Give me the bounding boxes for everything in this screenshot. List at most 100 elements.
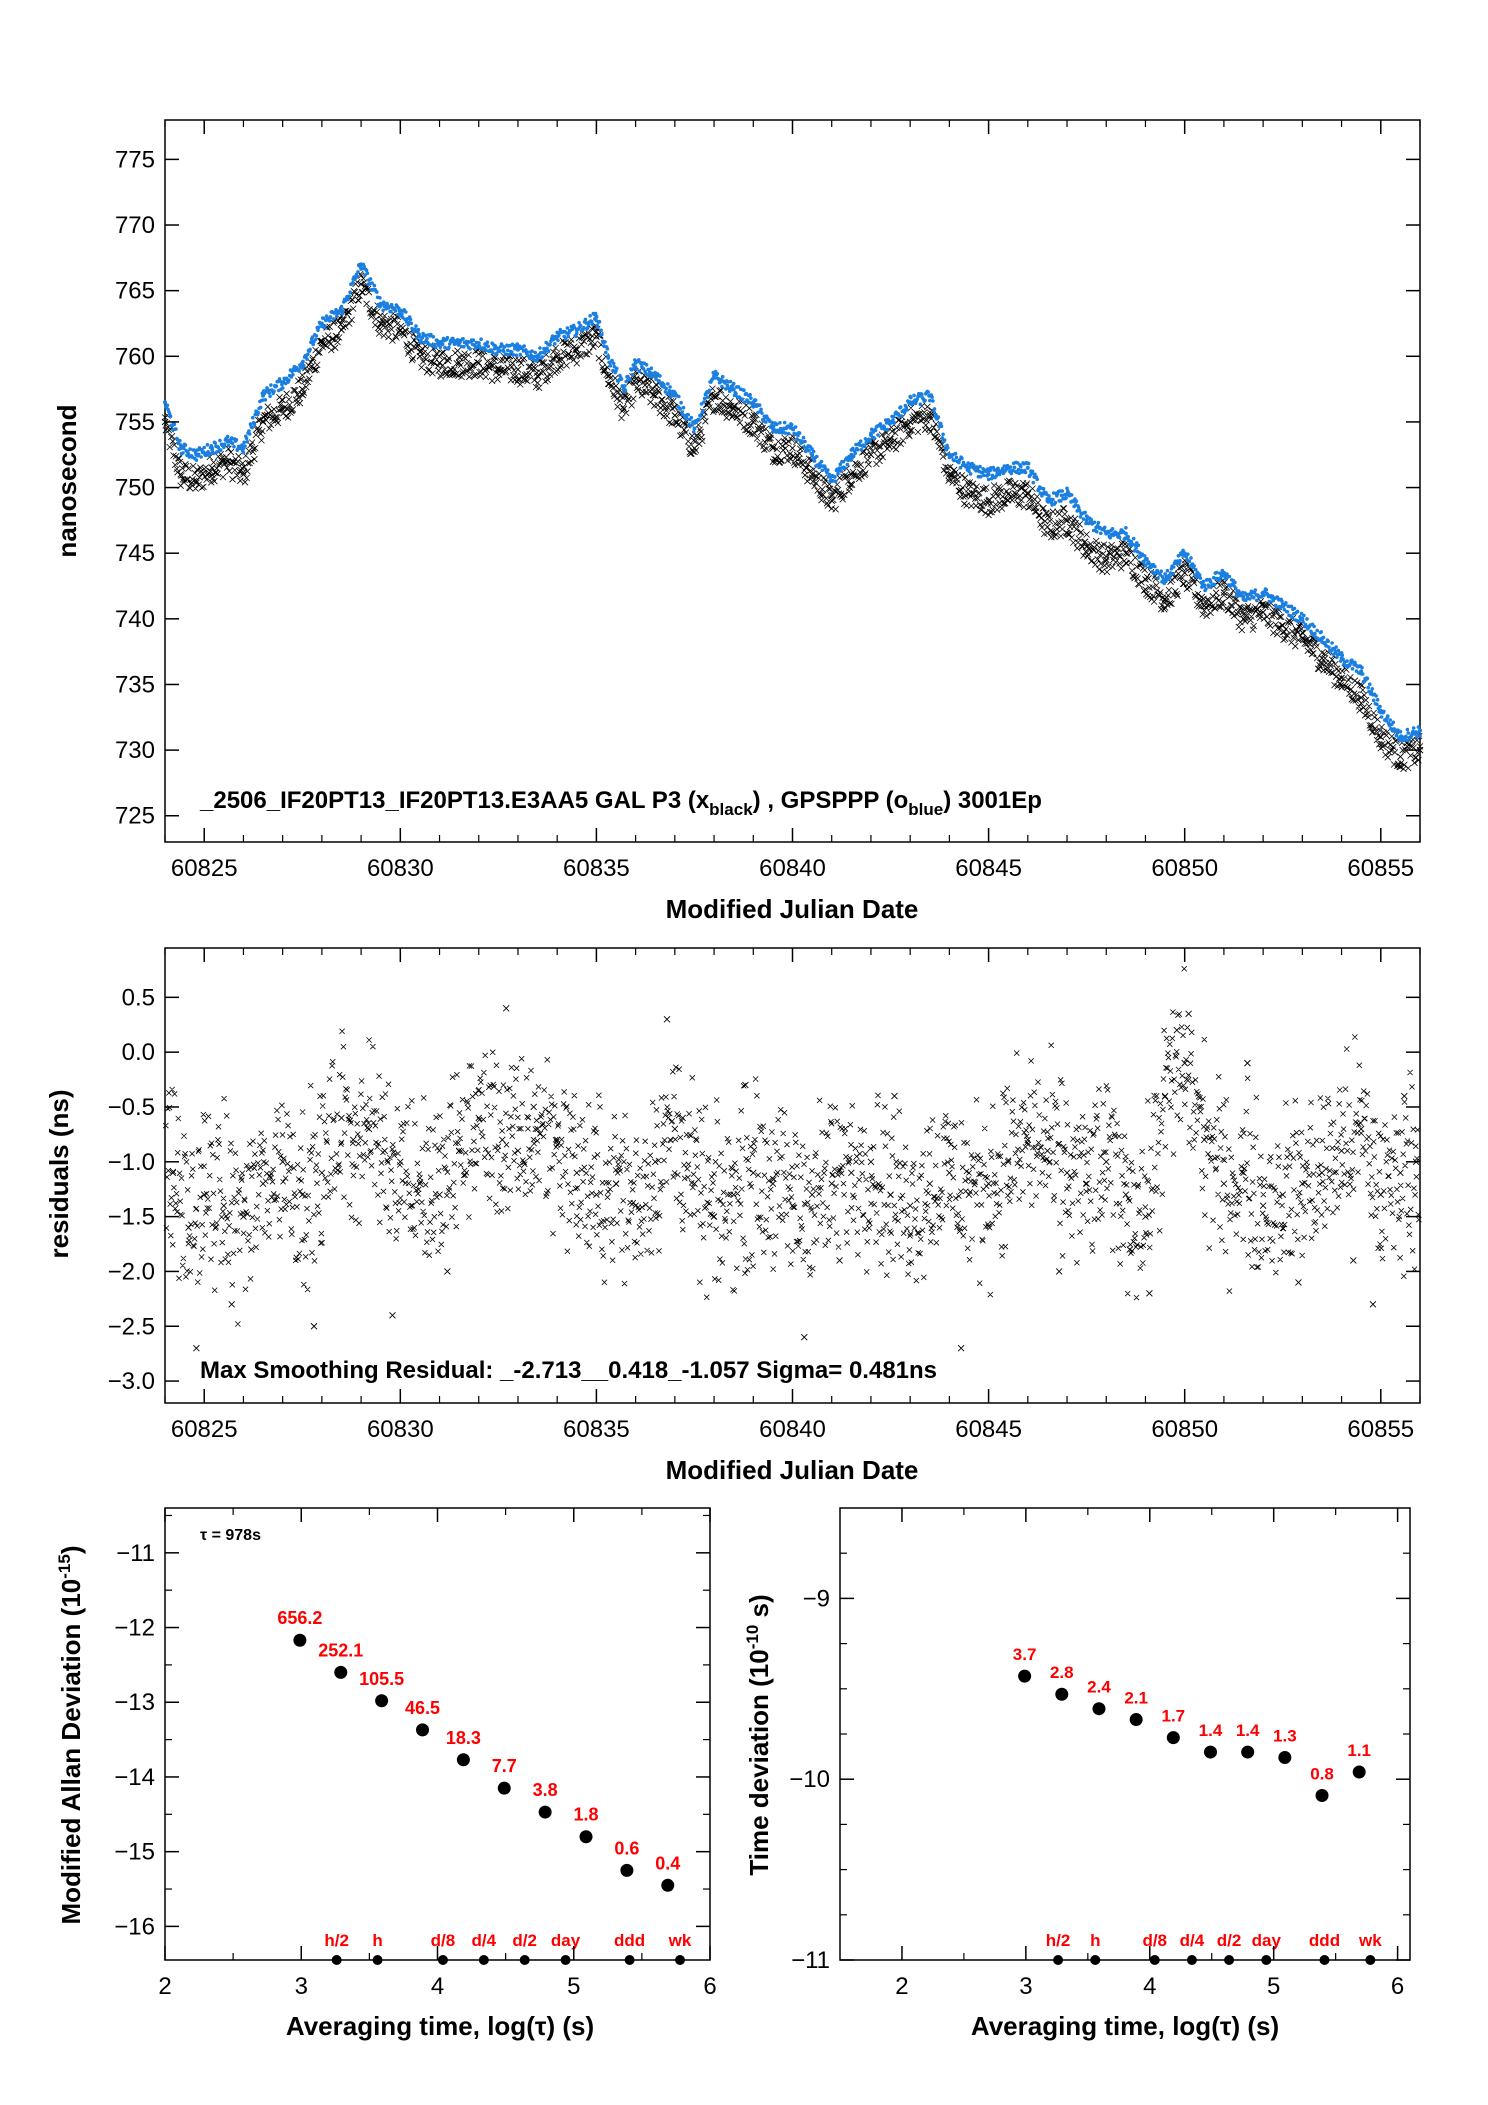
blue-series-point [1261, 590, 1266, 595]
residual-point [1063, 1169, 1071, 1177]
y-tick-label: −14 [114, 1764, 155, 1791]
residual-point [416, 1180, 424, 1188]
residual-point [1240, 1169, 1247, 1177]
residual-point [220, 1202, 228, 1209]
time-marker-label: d/2 [1217, 1931, 1242, 1950]
blue-series-point [280, 380, 285, 385]
blue-series-point [457, 341, 462, 346]
blue-series-point [1202, 584, 1207, 589]
blue-series-point [986, 472, 991, 477]
residual-point [730, 1191, 737, 1199]
deviation-point [375, 1694, 389, 1708]
time-series-panel: 60825 60830 60835 60840 60845 60850 60855 725 73… [52, 119, 1424, 924]
blue-series-point [790, 426, 795, 431]
y-tick-label: 730 [115, 737, 155, 764]
residual-point [808, 1191, 816, 1199]
black-series-marks [161, 270, 1424, 773]
black-series-point [1161, 595, 1169, 603]
deviation-point [1352, 1765, 1366, 1779]
blue-series-point [1045, 498, 1050, 503]
blue-series-point [496, 347, 501, 352]
black-series-point [240, 471, 247, 478]
residuals-x-axis-label: Modified Julian Date [666, 1455, 919, 1485]
x-tick-label: 60845 [955, 1416, 1022, 1443]
blue-series-point [574, 328, 579, 333]
residual-point [1173, 1026, 1181, 1034]
residual-point [530, 1103, 537, 1111]
y-tick-label: 765 [115, 278, 155, 305]
deviation-point-label: 46.5 [405, 1698, 440, 1718]
blue-series-point [339, 308, 344, 313]
blue-series-point [1123, 531, 1128, 536]
black-series-point [926, 412, 934, 419]
black-series-point [1259, 608, 1267, 616]
x-tick-label: 60835 [563, 855, 630, 882]
black-series-point [906, 418, 914, 426]
residual-point [534, 1125, 541, 1133]
allan-deviation-panel: 656.2 252.1 105.546.5 18.3 7.7 3.8 1.8 0.6 0.4 h/… [55, 1507, 717, 2041]
time-marker-label: h [1090, 1931, 1100, 1950]
black-series-point [553, 352, 561, 360]
deviation-point [1166, 1731, 1180, 1745]
black-series-point [495, 366, 502, 373]
black-series-point [338, 326, 345, 334]
residual-point [1142, 1213, 1149, 1220]
time-marker-dot [1261, 1955, 1272, 1965]
residual-point [828, 1180, 836, 1188]
tdev-y-axis-label: Time deviation (10-10 s) [743, 1594, 774, 1875]
deviation-point [1241, 1745, 1255, 1759]
blue-series-point [606, 354, 611, 359]
black-series-point [1200, 602, 1208, 610]
x-tick-label: 3 [1019, 1973, 1032, 2000]
y-tick-label: −13 [114, 1689, 155, 1716]
time-series-title: _2506_IF20PT13_IF20PT13.E3AA5 GAL P3 (xb… [199, 787, 1042, 819]
x-tick-label: 60855 [1347, 855, 1414, 882]
residual-point [612, 1180, 620, 1188]
residual-point [593, 1191, 600, 1199]
y-tick-label: −9 [803, 1585, 830, 1612]
residual-point [1279, 1191, 1287, 1199]
deviation-point [620, 1863, 634, 1877]
residual-point [671, 1125, 679, 1133]
deviation-point [661, 1878, 675, 1892]
blue-series-point [1143, 557, 1148, 562]
residual-point [396, 1158, 404, 1166]
y-tick-label: 0.5 [122, 984, 155, 1011]
residual-point [259, 1180, 267, 1188]
residual-point [573, 1169, 581, 1177]
black-series-point [193, 477, 200, 485]
residual-point [679, 1114, 687, 1122]
deviation-point-label: 1.4 [1199, 1721, 1223, 1740]
x-tick-label: 60850 [1151, 1416, 1218, 1443]
black-series-point [985, 497, 992, 505]
tdev-axes: 2 3 4 5 6 −9 −10 −11 [789, 1508, 1410, 2000]
blue-series-point [476, 341, 481, 346]
y-tick-label: −3.0 [108, 1368, 155, 1395]
deviation-point-label: 2.8 [1050, 1663, 1074, 1682]
residuals-axes: 60825 60830 60835 60840 60845 60850 60855 0.5 0.… [108, 948, 1421, 1443]
residual-point [789, 1202, 796, 1209]
deviation-point-label: 105.5 [359, 1669, 404, 1689]
time-marker-dot [1090, 1955, 1101, 1965]
residual-point [436, 1191, 443, 1199]
x-tick-label: 60855 [1347, 1416, 1414, 1443]
blue-series-point [417, 334, 422, 339]
time-marker-dot [1319, 1955, 1330, 1965]
time-marker-label: day [551, 1931, 581, 1950]
residual-point [1055, 1268, 1063, 1275]
residual-point [1397, 1169, 1404, 1177]
allan-y-axis-label: Modified Allan Deviation (10-15) [55, 1546, 86, 1925]
deviation-point [538, 1805, 552, 1819]
deviation-point-label: 1.8 [573, 1805, 598, 1825]
residuals-panel: 60825 60830 60835 60840 60845 60850 60855 0.5 0.… [44, 947, 1422, 1485]
blue-series-point [319, 321, 324, 326]
x-tick-label: 2 [895, 1973, 908, 2000]
time-marker-dot [624, 1955, 635, 1965]
deviation-point-label: 656.2 [277, 1608, 322, 1628]
blue-series-point [1025, 465, 1030, 470]
blue-series-point [359, 262, 364, 267]
residual-point [1161, 1092, 1169, 1100]
black-series-point [573, 346, 581, 354]
residual-point [769, 1180, 777, 1188]
time-series-data [161, 262, 1424, 773]
